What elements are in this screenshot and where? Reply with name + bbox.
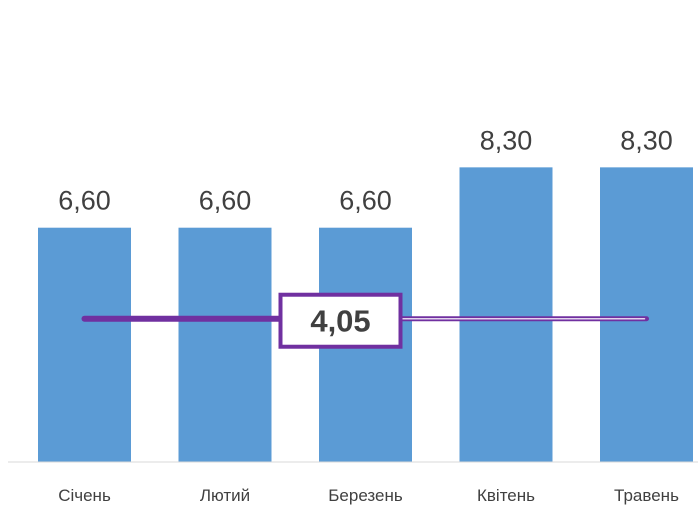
category-labels-group: Січень Лютий Березень Квітень Травень <box>58 486 679 505</box>
category-label-3: Березень <box>328 486 403 505</box>
bar-2 <box>178 227 272 462</box>
data-label-4: 8,30 <box>480 125 533 155</box>
category-label-1: Січень <box>58 486 111 505</box>
reference-line-group: 4,05 <box>81 292 649 349</box>
bar-5 <box>600 167 693 462</box>
reference-value-box <box>278 292 403 349</box>
category-label-4: Квітень <box>477 486 535 505</box>
reference-value-label: 4,05 <box>310 304 370 339</box>
value-labels-group: 6,60 6,60 6,60 8,30 8,30 <box>58 125 673 215</box>
bars-group <box>38 167 693 462</box>
data-label-5: 8,30 <box>620 125 673 155</box>
data-label-3: 6,60 <box>339 186 392 216</box>
bar-4 <box>459 167 553 462</box>
data-label-2: 6,60 <box>199 186 252 216</box>
category-label-5: Травень <box>614 486 679 505</box>
data-label-1: 6,60 <box>58 186 111 216</box>
bar-1 <box>38 227 131 462</box>
category-label-2: Лютий <box>200 486 250 505</box>
